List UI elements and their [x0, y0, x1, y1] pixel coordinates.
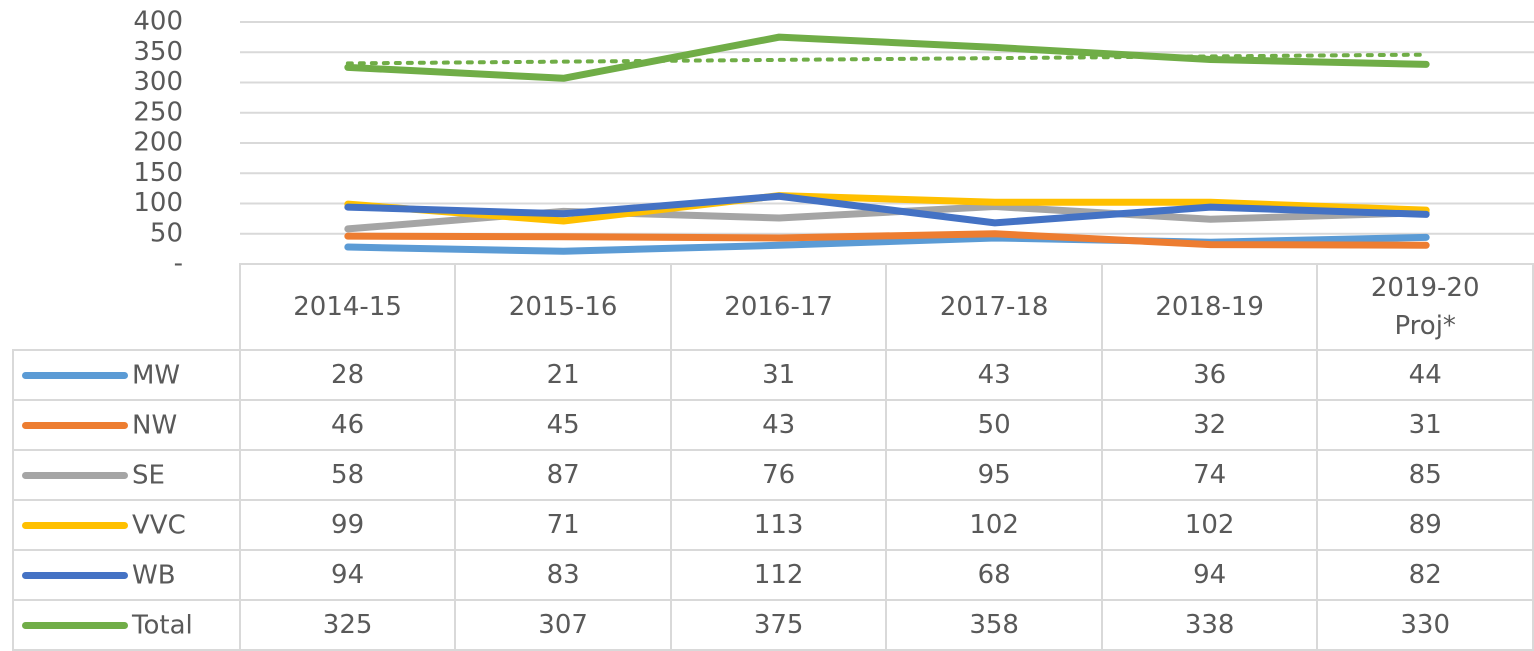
category-label: 2015-16 [508, 292, 618, 322]
table-row: VVC 99 71 113 102 102 89 [12, 499, 1534, 551]
legend-swatch [22, 471, 128, 479]
legend-label: VVC [132, 510, 186, 541]
value-cell: 31 [669, 349, 888, 401]
category-label: 2018-19 [1155, 292, 1264, 322]
value-cell: 85 [1316, 449, 1534, 501]
value-cell: 71 [454, 499, 672, 551]
value-cell: 113 [669, 499, 888, 551]
category-header: 2014-15 [238, 263, 457, 351]
series-line [344, 192, 1430, 227]
value-cell: 89 [1316, 499, 1534, 551]
value-cell: 102 [1100, 499, 1319, 551]
legend-swatch [22, 371, 128, 379]
category-label: 2017-18 [939, 292, 1049, 322]
data-table: 2014-15 2015-16 2016-17 2017-18 2018-19 2019-… [12, 263, 1534, 651]
value-cell: 28 [238, 349, 457, 401]
y-tick-label: 200 [133, 128, 183, 158]
value-cell: 307 [454, 599, 672, 651]
table-row: Total 325 307 375 358 338 330 [12, 599, 1534, 651]
legend-entry: SE [12, 449, 241, 501]
value-cell: 102 [885, 499, 1103, 551]
series-line [344, 33, 1430, 82]
category-label: 2016-17 [724, 292, 833, 322]
category-label: 2019-20 Proj* [1370, 273, 1480, 341]
legend-label: Total [132, 610, 193, 641]
value-cell: 95 [885, 449, 1103, 501]
y-tick-label: 250 [133, 97, 183, 127]
legend-label: MW [132, 360, 181, 391]
value-cell: 74 [1100, 449, 1319, 501]
value-cell: 31 [1316, 399, 1534, 451]
y-tick-label: - [174, 249, 183, 279]
legend-swatch [22, 421, 128, 429]
value-cell: 32 [1100, 399, 1319, 451]
legend-swatch [22, 521, 128, 529]
value-cell: 58 [238, 449, 457, 501]
y-tick-label: 100 [133, 188, 183, 218]
value-cell: 45 [454, 399, 672, 451]
trendline [345, 52, 1429, 66]
y-tick-label: 350 [133, 37, 183, 67]
value-cell: 76 [669, 449, 888, 501]
value-cell: 21 [454, 349, 672, 401]
value-cell: 83 [454, 549, 672, 601]
value-cell: 87 [454, 449, 672, 501]
legend-swatch [22, 621, 128, 629]
table-row: NW 46 45 43 50 32 31 [12, 399, 1534, 451]
table-row: WB 94 83 112 68 94 82 [12, 549, 1534, 601]
series-line [344, 230, 1430, 249]
table-row: SE 58 87 76 95 74 85 [12, 449, 1534, 501]
value-cell: 330 [1316, 599, 1534, 651]
value-cell: 36 [1100, 349, 1319, 401]
value-cell: 99 [238, 499, 457, 551]
legend-entry: WB [12, 549, 241, 601]
value-cell: 358 [885, 599, 1103, 651]
category-header: 2017-18 [885, 263, 1103, 351]
value-cell: 94 [238, 549, 457, 601]
legend-entry: Total [12, 599, 241, 651]
value-cell: 46 [238, 399, 457, 451]
category-header: 2019-20 Proj* [1316, 263, 1534, 351]
y-tick-label: 300 [133, 67, 183, 97]
value-cell: 375 [669, 599, 888, 651]
legend-entry: MW [12, 349, 241, 401]
value-cell: 94 [1100, 549, 1319, 601]
table-row: MW 28 21 31 43 36 44 [12, 349, 1534, 401]
value-cell: 338 [1100, 599, 1319, 651]
value-cell: 43 [669, 399, 888, 451]
value-cell: 112 [669, 549, 888, 601]
legend-label: WB [132, 560, 176, 591]
category-label: 2014-15 [293, 292, 402, 322]
y-tick-label: 150 [133, 158, 183, 188]
y-tick-label: 400 [133, 7, 183, 37]
series-line [344, 192, 1430, 225]
value-cell: 68 [885, 549, 1103, 601]
legend-entry: NW [12, 399, 241, 451]
category-header: 2016-17 [669, 263, 888, 351]
category-header: 2015-16 [454, 263, 672, 351]
category-header: 2018-19 [1100, 263, 1319, 351]
value-cell: 325 [238, 599, 457, 651]
legend-label: NW [132, 410, 178, 441]
legend-label: SE [132, 460, 165, 491]
value-cell: 50 [885, 399, 1103, 451]
value-cell: 44 [1316, 349, 1534, 401]
legend-entry: VVC [12, 499, 241, 551]
value-cell: 43 [885, 349, 1103, 401]
value-cell: 82 [1316, 549, 1534, 601]
y-tick-label: 50 [150, 218, 183, 248]
legend-swatch [22, 571, 128, 579]
table-corner [13, 264, 241, 351]
